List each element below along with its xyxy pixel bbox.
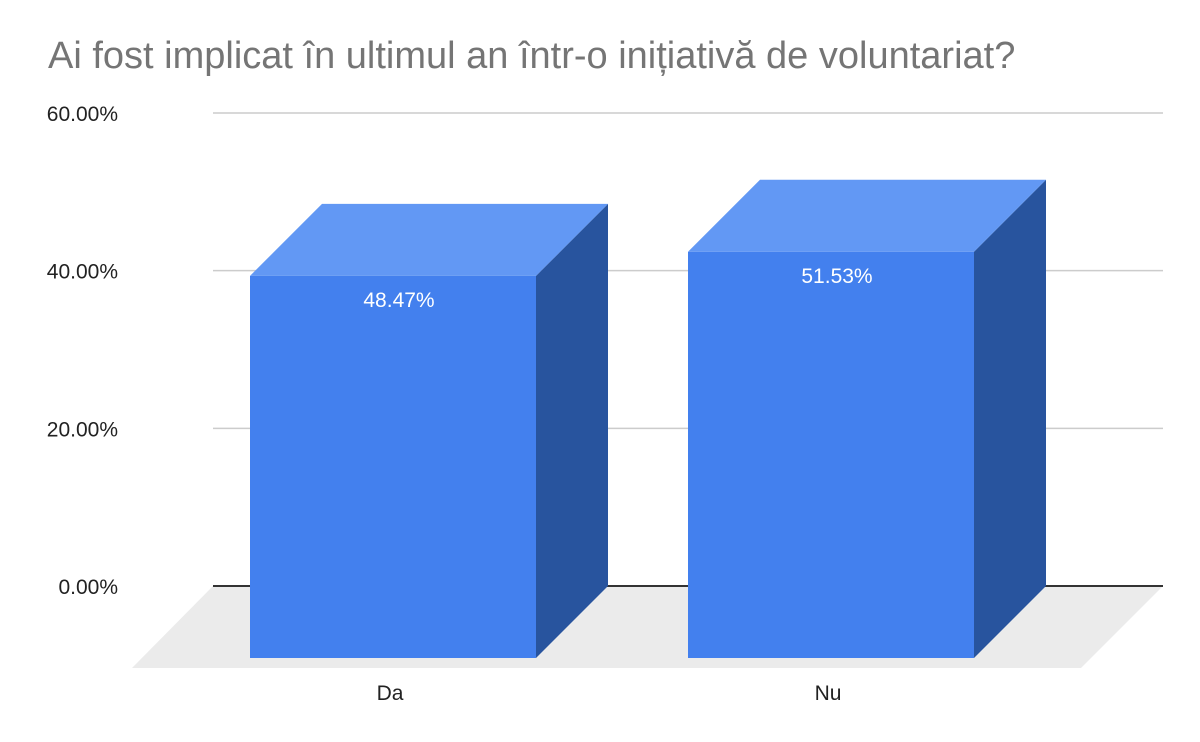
y-tick-label: 40.00%	[47, 261, 118, 284]
bar-nu: 51.53%	[688, 179, 1046, 658]
y-tick-label: 0.00%	[58, 576, 118, 599]
y-axis-ticks: 0.00% 20.00% 40.00% 60.00%	[47, 103, 118, 599]
bars: 48.47% 51.53%	[250, 179, 1046, 658]
chart-title: Ai fost implicat în ultimul an într-o in…	[48, 35, 1015, 77]
x-category-label: Da	[377, 682, 404, 705]
y-tick-label: 20.00%	[47, 418, 118, 441]
data-label: 48.47%	[363, 289, 434, 312]
bar-side	[536, 203, 608, 658]
bar-da: 48.47%	[250, 203, 608, 658]
bar-front	[688, 251, 974, 658]
x-category-label: Nu	[815, 682, 842, 705]
bar-top	[250, 203, 608, 276]
data-label: 51.53%	[801, 265, 872, 288]
bar-side	[974, 179, 1046, 658]
x-axis-labels: Da Nu	[377, 682, 842, 705]
bar-top	[688, 179, 1046, 252]
bar-front	[250, 275, 536, 658]
y-tick-label: 60.00%	[47, 103, 118, 126]
